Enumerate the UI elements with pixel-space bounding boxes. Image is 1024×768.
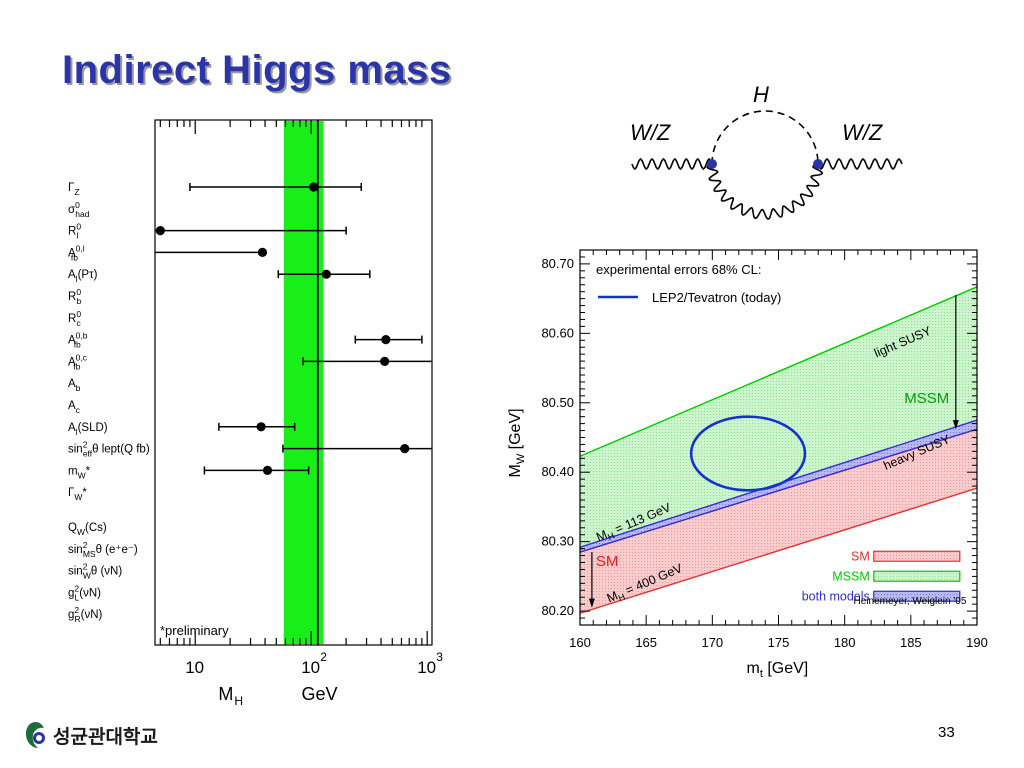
legend-entry-swatch bbox=[873, 570, 961, 582]
higgs-mass-fit-chart: ΓZ σ0 had R0 l A0,l fb Al(Pτ) R0 b R0 c A0,b fb A0,c fb… bbox=[68, 119, 443, 708]
data-point bbox=[155, 226, 165, 236]
x-tick-label: 10 bbox=[185, 658, 204, 677]
legend-title: experimental errors 68% CL: bbox=[596, 262, 761, 277]
y-tick-label: 80.20 bbox=[541, 603, 574, 618]
x-tick-label: 185 bbox=[900, 635, 922, 650]
measurement-label: Ab bbox=[68, 378, 81, 393]
higgs-dashed-loop bbox=[711, 110, 819, 165]
vertex-right bbox=[813, 159, 823, 169]
x-tick-label: 190 bbox=[966, 635, 988, 650]
measurement-label: sin2 Wθ (νN) bbox=[68, 562, 122, 581]
measurement-label: ΓZ bbox=[68, 182, 80, 197]
legend-entry-label: SM bbox=[851, 549, 870, 563]
w-z-label-left: W/Z bbox=[630, 120, 672, 145]
w-z-label-right: W/Z bbox=[842, 120, 884, 145]
y-tick-label: 80.30 bbox=[541, 534, 574, 549]
x-tick-label-exponent: 3 bbox=[436, 650, 443, 664]
measurement-label: g2 R(νN) bbox=[68, 605, 103, 624]
measurement-label: R0 b bbox=[68, 287, 81, 306]
x-tick-label-exponent: 2 bbox=[320, 650, 327, 664]
legend-line-label: LEP2/Tevatron (today) bbox=[652, 290, 781, 305]
sm-band-lower-edge bbox=[580, 487, 977, 614]
y-tick-label: 80.70 bbox=[541, 256, 574, 271]
slide-title: Indirect Higgs mass bbox=[62, 48, 452, 92]
x-axis-label: mt [GeV] bbox=[747, 660, 809, 680]
data-point bbox=[262, 465, 273, 475]
data-point bbox=[309, 182, 319, 192]
x-tick-label: 170 bbox=[701, 635, 723, 650]
feynman-diagram: H W/Z W/Z bbox=[630, 82, 903, 220]
mssm-band-label: MSSM bbox=[904, 390, 949, 407]
measurement-label: A0,l fb bbox=[68, 243, 85, 262]
page-number: 33 bbox=[938, 724, 955, 741]
both-models-band-fill bbox=[580, 420, 977, 553]
measurement-label: Ac bbox=[68, 400, 81, 415]
w-z-wave-left bbox=[631, 157, 713, 171]
university-name: 성균관대학교 bbox=[53, 725, 158, 748]
data-point bbox=[321, 269, 331, 279]
y-tick-label: 80.50 bbox=[541, 395, 574, 410]
measurement-label: σ0 had bbox=[68, 200, 90, 219]
mssm-band-fill bbox=[580, 286, 977, 553]
x-tick-label: 160 bbox=[569, 635, 591, 650]
x-axis-label-sub: H bbox=[234, 694, 243, 708]
measurement-label: A0,b fb bbox=[68, 331, 88, 350]
measurement-label: sin2 effθ lept(Q fb) bbox=[68, 440, 150, 459]
y-tick-label: 80.40 bbox=[541, 464, 574, 479]
y-tick-label: 80.60 bbox=[541, 325, 574, 340]
x-tick-label: 175 bbox=[768, 635, 790, 650]
data-point bbox=[257, 247, 268, 257]
measurement-label: A0,c fb bbox=[68, 352, 88, 371]
mssm-band-upper-edge bbox=[580, 286, 977, 457]
measurement-label: g2 L(νN) bbox=[68, 583, 101, 602]
higgs-label: H bbox=[753, 82, 769, 107]
both-models-band-lower-edge bbox=[580, 428, 977, 553]
legend-entry-swatch bbox=[873, 590, 961, 602]
data-point bbox=[381, 335, 391, 345]
sm-band-fill bbox=[580, 429, 977, 614]
measurement-label: sin2 MSθ (e⁺e⁻) bbox=[68, 540, 138, 559]
lep2-tevatron-ellipse bbox=[689, 415, 807, 492]
credit-label: Heinemeyer, Weiglein '05 bbox=[854, 596, 967, 607]
legend-entry-swatch bbox=[873, 550, 961, 562]
measurement-label: ΓW* bbox=[68, 487, 87, 502]
university-emblem-icon bbox=[26, 722, 45, 748]
measurement-label: Al(Pτ) bbox=[68, 269, 98, 284]
sm-band-label: SM bbox=[596, 553, 619, 570]
measurement-label: Al(SLD) bbox=[68, 422, 108, 437]
y-axis-label: MW [GeV] bbox=[507, 408, 527, 477]
x-tick-label: 10 bbox=[301, 658, 320, 677]
x-axis-label: M bbox=[218, 684, 233, 704]
vertex-left bbox=[707, 159, 717, 169]
data-point bbox=[380, 356, 390, 366]
x-tick-label: 10 bbox=[417, 658, 436, 677]
legend-entry-label: MSSM bbox=[832, 569, 870, 583]
legend-entry-label: both models bbox=[802, 589, 870, 603]
arrow-head bbox=[952, 420, 959, 430]
x-tick-label: 180 bbox=[834, 635, 856, 650]
mw-vs-mt-chart: experimental errors 68% CL: LEP2/Tevatron… bbox=[507, 249, 988, 680]
preliminary-note: *preliminary bbox=[160, 623, 229, 638]
measurement-label: R0 l bbox=[68, 222, 81, 241]
measurement-label: mW* bbox=[68, 465, 91, 480]
x-axis-unit: GeV bbox=[301, 684, 337, 704]
data-point bbox=[400, 444, 410, 454]
arrow-head bbox=[588, 598, 595, 608]
w-z-wave-bottom bbox=[706, 163, 823, 220]
measurement-label: QW(Cs) bbox=[68, 522, 107, 537]
university-logo: 성균관대학교 bbox=[24, 720, 158, 750]
x-tick-label: 165 bbox=[635, 635, 657, 650]
data-point bbox=[256, 422, 266, 432]
w-z-wave-right bbox=[817, 157, 903, 171]
measurement-label: R0 c bbox=[68, 309, 81, 328]
